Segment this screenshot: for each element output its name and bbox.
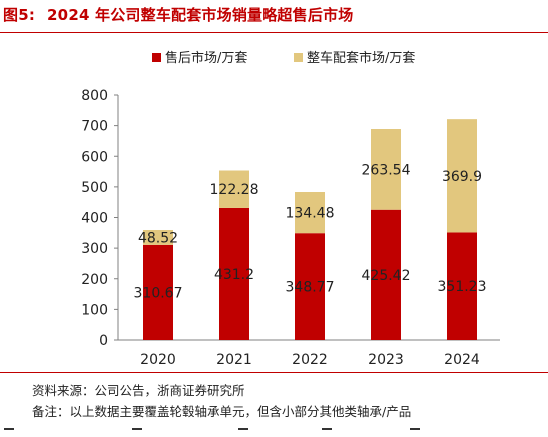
y-tick-label: 400 xyxy=(81,211,108,227)
data-label: 351.23 xyxy=(438,279,487,295)
bar-aftermarket-2023 xyxy=(371,209,401,340)
legend-swatch-1 xyxy=(152,53,161,62)
remark-note: 备注：以上数据主要覆盖轮毂轴承单元，但含小部分其他类轴承/产品 xyxy=(32,404,412,419)
y-tick-label: 500 xyxy=(81,180,108,196)
title-divider xyxy=(0,32,548,33)
bar-oem-2023 xyxy=(371,129,401,210)
bar-aftermarket-2022 xyxy=(295,233,325,340)
legend-label-2: 整车配套市场/万套 xyxy=(307,50,415,66)
y-tick-label: 700 xyxy=(81,119,108,135)
y-tick-label: 200 xyxy=(81,272,108,288)
x-tick-label: 2022 xyxy=(292,352,328,368)
x-tick-label: 2024 xyxy=(444,352,480,368)
x-tick-label: 2020 xyxy=(140,352,176,368)
y-tick-label: 800 xyxy=(81,88,108,104)
y-tick-label: 0 xyxy=(99,333,108,349)
bar-oem-2020 xyxy=(143,229,173,245)
bar-oem-2024 xyxy=(447,119,477,233)
stacked-bar-chart: 售后市场/万套 整车配套市场/万套 0 100 200 300 400 500 600 700 80… xyxy=(81,50,500,368)
cropped-next-line xyxy=(0,428,548,437)
data-label: 48.52 xyxy=(138,230,178,246)
data-label: 134.48 xyxy=(286,206,335,222)
data-label: 310.67 xyxy=(134,285,183,301)
legend-label-1: 售后市场/万套 xyxy=(165,50,247,66)
y-tick-label: 300 xyxy=(81,241,108,257)
x-tick-label: 2023 xyxy=(368,352,404,368)
bar-oem-2022 xyxy=(295,192,325,234)
source-note: 资料来源：公司公告，浙商证券研究所 xyxy=(32,383,245,398)
data-label: 369.9 xyxy=(442,169,482,185)
bar-oem-2021 xyxy=(219,170,249,208)
data-label: 122.28 xyxy=(210,182,259,198)
bar-aftermarket-2020 xyxy=(143,244,173,340)
bar-aftermarket-2021 xyxy=(219,207,249,340)
bar-aftermarket-2024 xyxy=(447,232,477,340)
figure-title: 图5: 2024 年公司整车配套市场销量略超售后市场 xyxy=(3,4,353,25)
data-label: 425.42 xyxy=(362,268,411,284)
y-tick-label: 600 xyxy=(81,149,108,165)
figure-label: 图5: xyxy=(3,6,36,24)
legend-swatch-2 xyxy=(294,53,303,62)
data-label: 431.2 xyxy=(214,267,254,283)
source-divider xyxy=(0,372,548,373)
x-tick-label: 2021 xyxy=(216,352,252,368)
y-tick-label: 100 xyxy=(81,302,108,318)
data-label: 263.54 xyxy=(362,162,411,178)
figure-title-text: 2024 年公司整车配套市场销量略超售后市场 xyxy=(47,6,354,24)
data-label: 348.77 xyxy=(286,280,335,296)
